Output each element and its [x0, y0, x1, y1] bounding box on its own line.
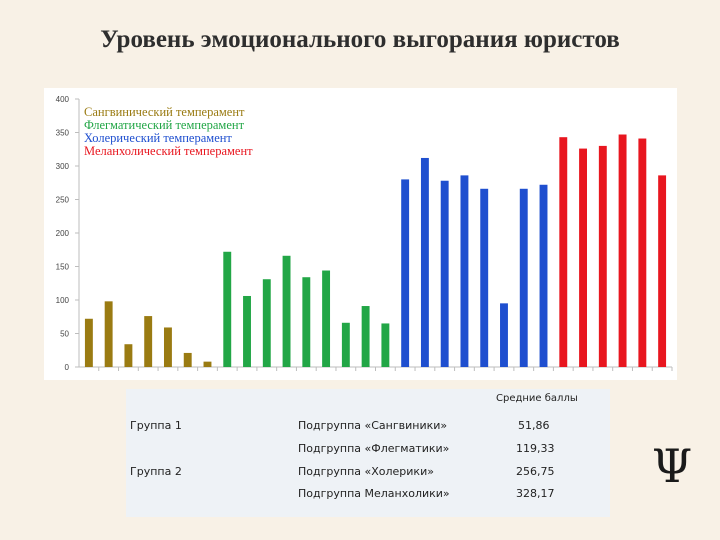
bar: [341, 322, 350, 367]
bar: [322, 270, 331, 367]
table-row-group: Группа 2: [130, 465, 182, 478]
bar: [243, 295, 251, 367]
table-row-value: 51,86: [518, 419, 550, 432]
bar: [638, 138, 647, 367]
legend-entry: Флегматический темперамент: [84, 118, 245, 132]
y-tick-label: 150: [56, 263, 70, 272]
bar: [460, 175, 469, 367]
y-tick-label: 350: [56, 129, 70, 138]
bar: [420, 157, 429, 367]
bar: [203, 361, 212, 367]
table-row-subgroup: Подгруппа «Флегматики»: [298, 442, 450, 455]
table-row-value: 328,17: [516, 487, 555, 500]
table-row-subgroup: Подгруппа «Сангвиники»: [298, 419, 448, 432]
bar: [598, 145, 607, 367]
bar: [440, 180, 449, 367]
y-tick-label: 0: [65, 363, 70, 372]
bar: [401, 179, 410, 367]
bar: [124, 344, 133, 367]
bar: [539, 184, 548, 367]
y-tick-label: 50: [60, 330, 69, 339]
table-row-value: 256,75: [516, 465, 555, 478]
y-tick-label: 200: [56, 229, 70, 238]
y-tick-label: 300: [56, 162, 70, 171]
bar: [104, 301, 113, 367]
bar: [361, 306, 370, 367]
table-row-subgroup: Подгруппа Меланхолики»: [298, 487, 450, 500]
chart-area: 0 50 100 150 200 250 300 350 400 Сангвинический т…: [44, 88, 677, 380]
bar: [282, 255, 291, 367]
bar: [579, 148, 588, 367]
bar: [559, 137, 568, 367]
bar: [658, 175, 667, 367]
legend-entry: Холерический темперамент: [84, 131, 232, 145]
y-tick-label: 100: [56, 296, 70, 305]
bar: [302, 277, 311, 367]
y-tick-label: 250: [56, 196, 70, 205]
bar: [144, 316, 153, 367]
bar: [183, 352, 192, 367]
bar: [262, 279, 271, 367]
bar-chart: 0 50 100 150 200 250 300 350 400 Сангвинический т…: [56, 95, 673, 372]
bar: [618, 134, 627, 367]
table-row-subgroup: Подгруппа «Холерики»: [298, 465, 434, 478]
table-row-group: Группа 1: [130, 419, 182, 432]
bar: [163, 327, 172, 367]
bar: [500, 303, 508, 367]
legend-entry: Меланхолический темперамент: [84, 144, 253, 158]
legend-entry: Сангвинический темперамент: [84, 105, 245, 119]
y-tick-label: 400: [56, 95, 70, 104]
bar: [223, 251, 232, 367]
table-row-value: 119,33: [516, 442, 555, 455]
bar: [480, 188, 489, 367]
table-header: Средние баллы: [496, 393, 578, 404]
bar: [381, 323, 390, 367]
summary-table: Средние баллы Группа 1 Подгруппа «Сангви…: [126, 389, 610, 517]
bar: [84, 318, 93, 367]
bar: [519, 188, 528, 367]
page-title: Уровень эмоционального выгорания юристов: [100, 26, 620, 53]
psi-logo: Ψ: [651, 439, 693, 493]
